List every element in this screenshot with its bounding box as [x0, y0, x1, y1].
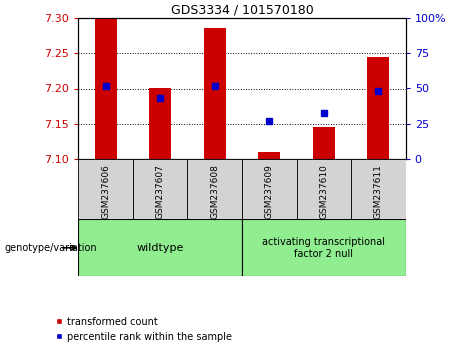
Text: GSM237608: GSM237608: [210, 164, 219, 219]
Text: GSM237607: GSM237607: [156, 164, 165, 219]
Bar: [351, 159, 406, 219]
Text: wildtype: wildtype: [136, 243, 184, 253]
Bar: [204, 28, 226, 159]
Bar: [188, 159, 242, 219]
Bar: [258, 152, 280, 159]
Text: activating transcriptional
factor 2 null: activating transcriptional factor 2 null: [262, 237, 385, 259]
Bar: [78, 159, 133, 219]
Bar: [367, 57, 389, 159]
Text: genotype/variation: genotype/variation: [5, 243, 97, 253]
Bar: [95, 18, 117, 159]
Legend: transformed count, percentile rank within the sample: transformed count, percentile rank withi…: [51, 313, 236, 346]
Bar: [242, 219, 406, 276]
Bar: [133, 159, 188, 219]
Bar: [296, 159, 351, 219]
Bar: [242, 159, 296, 219]
Bar: [78, 219, 242, 276]
Bar: [149, 88, 171, 159]
Text: GSM237609: GSM237609: [265, 164, 274, 219]
Text: GSM237611: GSM237611: [374, 164, 383, 219]
Text: GSM237610: GSM237610: [319, 164, 328, 219]
Title: GDS3334 / 101570180: GDS3334 / 101570180: [171, 4, 313, 17]
Text: GSM237606: GSM237606: [101, 164, 110, 219]
Bar: [313, 127, 335, 159]
